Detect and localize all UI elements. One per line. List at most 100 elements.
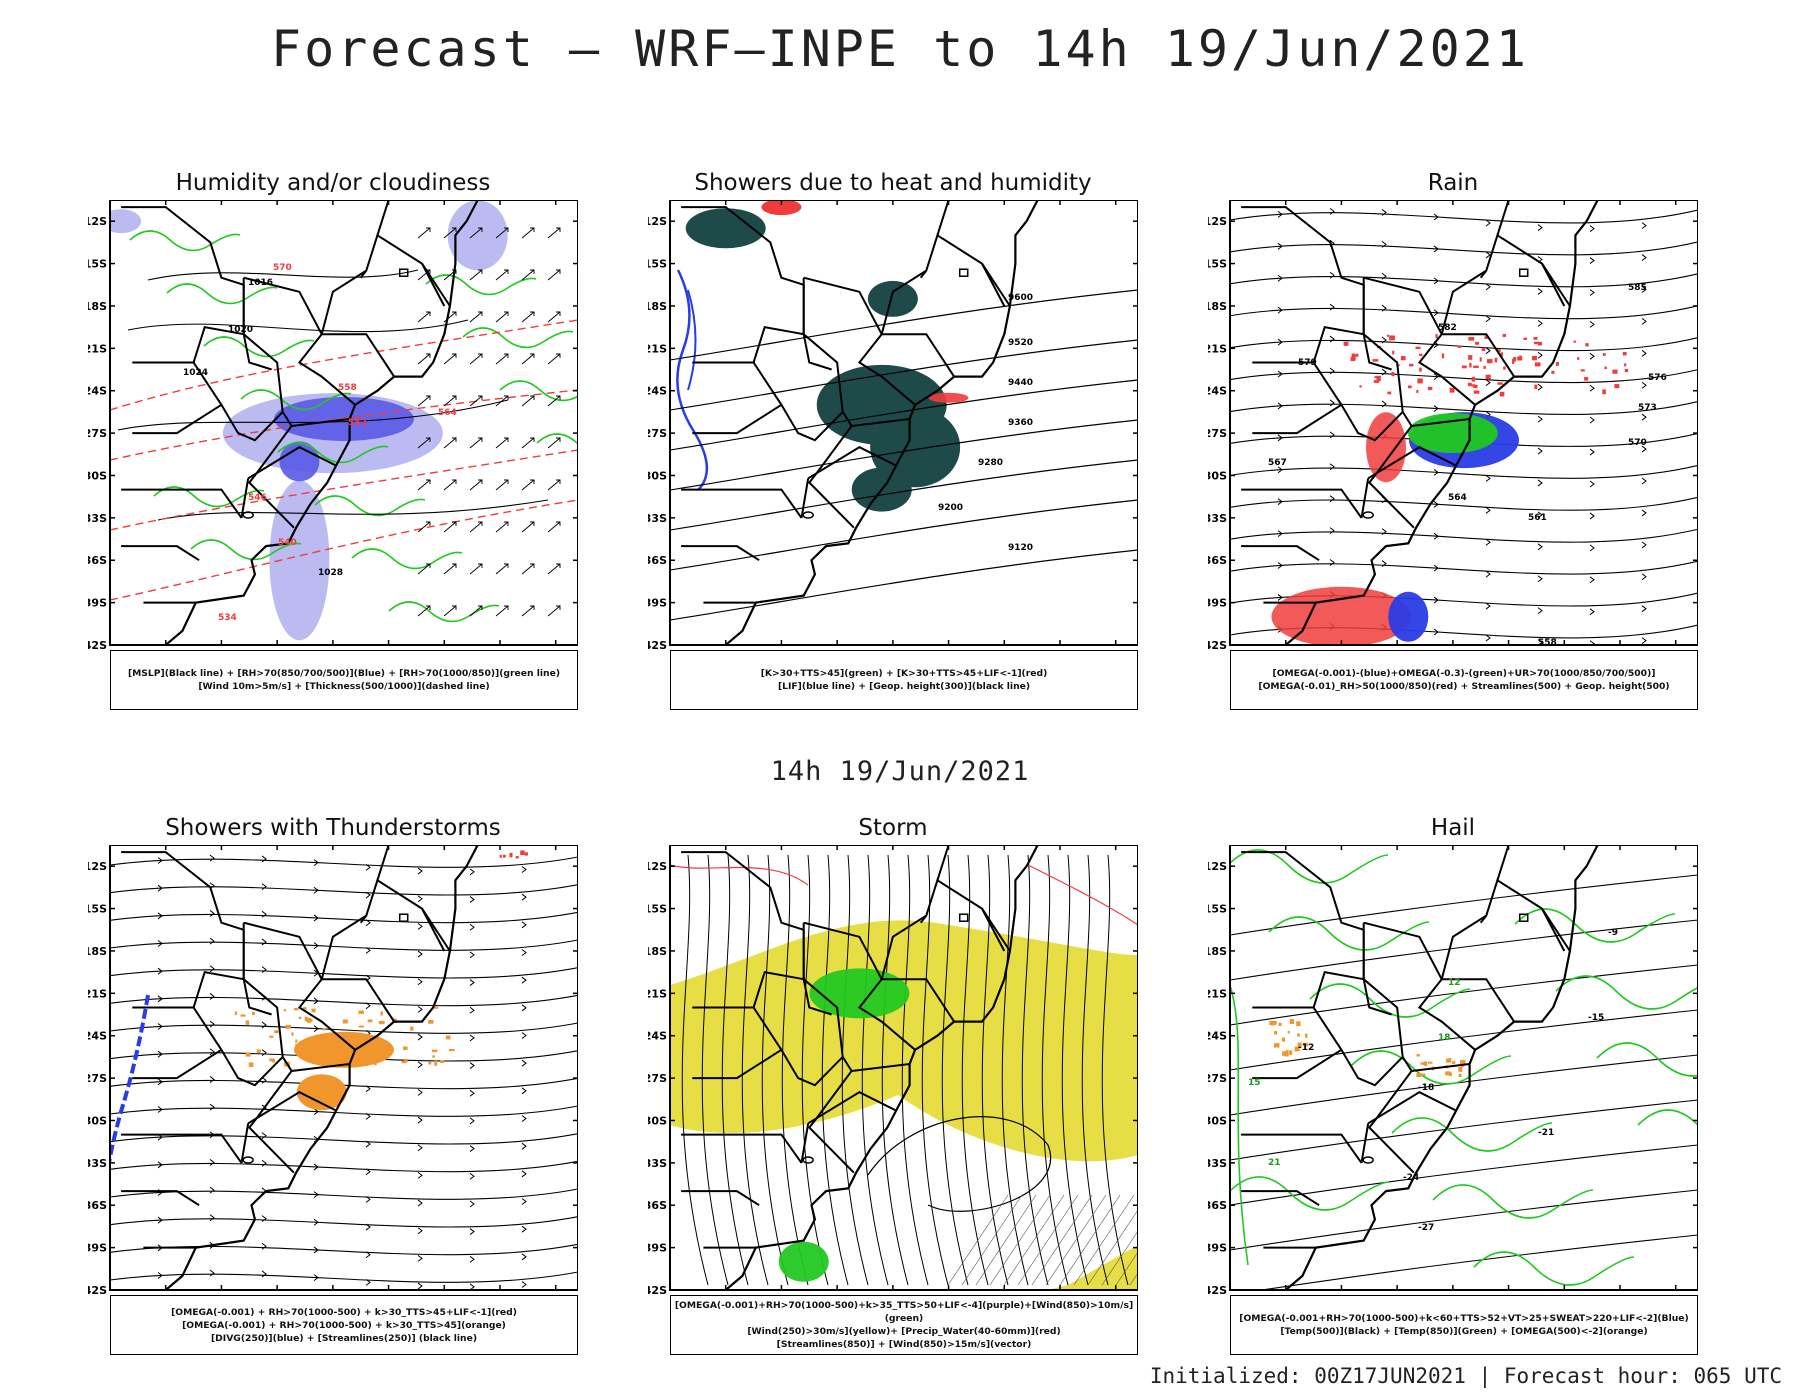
lat-label: 42S — [648, 639, 667, 650]
legend-line: [Temp(500)](Black) + [Temp(850)](Green) … — [1280, 1326, 1648, 1337]
stream-arrow — [1277, 434, 1283, 442]
lon-label: 60W — [1328, 1293, 1355, 1295]
border-line — [320, 233, 446, 335]
border-line — [857, 978, 955, 1051]
stream-arrow — [313, 942, 319, 950]
lon-label: 40W — [991, 648, 1018, 650]
border-line — [1417, 333, 1515, 406]
stream-arrow — [365, 1002, 371, 1010]
map-layer — [110, 845, 578, 1290]
stream-arrow — [1485, 570, 1491, 578]
lat-label: 27S — [1208, 427, 1227, 440]
thunderstorm-speck — [433, 1006, 439, 1009]
thunderstorm-speck — [358, 1025, 364, 1028]
border-line — [1417, 978, 1515, 1051]
stream-arrow — [1329, 367, 1335, 375]
stream-arrow — [1381, 304, 1387, 312]
stream-arrow — [209, 1214, 215, 1222]
contour-label: 9600 — [1008, 293, 1033, 303]
stream-arrow — [417, 1227, 423, 1235]
omega-rh-speck — [1513, 357, 1517, 362]
wind-vector — [521, 605, 535, 617]
map-frame — [669, 845, 1138, 1291]
contour-label: 546 — [248, 493, 267, 503]
lat-label: 12S — [88, 215, 107, 228]
stream-arrow — [469, 979, 475, 986]
stream-arrow — [1589, 225, 1595, 233]
wind-vector — [443, 563, 457, 575]
streamline — [867, 1116, 1052, 1212]
thunderstorm-speck — [273, 1030, 280, 1033]
lake — [242, 1156, 254, 1164]
legend-storm: [OMEGA(-0.001)+RH>70(1000-500)+k>35_TTS>… — [670, 1295, 1138, 1355]
lon-label: 60W — [208, 648, 235, 650]
lat-label: 42S — [1208, 639, 1227, 650]
border-line — [359, 269, 368, 279]
lake — [1362, 1156, 1374, 1164]
geop-height-line — [670, 289, 1138, 361]
lon-label: 35W — [1046, 1293, 1073, 1295]
border-line — [981, 908, 1011, 952]
contour-label: 552 — [348, 418, 367, 428]
thunderstorm-speck — [311, 1008, 316, 1013]
border-line — [807, 411, 855, 529]
lon-label: 70W — [656, 1293, 683, 1295]
omega-rh-speck — [1471, 384, 1476, 387]
stream-arrow — [469, 1255, 475, 1263]
thunderstorm-speck — [380, 1011, 383, 1016]
omega-speck — [1445, 1071, 1451, 1076]
wind-vector — [521, 521, 535, 533]
thunderstorm-speck — [342, 1019, 348, 1024]
wind-vector — [1031, 1194, 1093, 1286]
omega-speck — [1297, 1042, 1302, 1047]
border-line — [681, 488, 803, 519]
temp-850-line — [1391, 1117, 1553, 1152]
streamline — [1041, 854, 1069, 1286]
lake — [802, 1156, 814, 1164]
lon-label: 30W — [1102, 1293, 1129, 1295]
omega-rh-speck — [1534, 384, 1538, 390]
stream-arrow — [1433, 373, 1439, 381]
thunderstorm-speck — [345, 1046, 352, 1051]
thunderstorm-speck — [283, 1009, 286, 1012]
wind-vector — [495, 227, 509, 239]
stream-arrow — [521, 866, 527, 873]
map-layer: 585 582 579 576 573 570 567 564 561 558 — [1230, 200, 1698, 645]
stream-arrow — [469, 951, 475, 959]
lon-label: 60W — [768, 1293, 795, 1295]
lat-label: 21S — [1208, 987, 1227, 1000]
border-line — [291, 1063, 350, 1072]
thunderstorm-speck — [448, 1048, 455, 1052]
border-line — [1367, 411, 1415, 529]
lat-label: 27S — [88, 1072, 107, 1085]
stream-arrow — [209, 937, 215, 945]
map-frame — [1229, 200, 1698, 646]
border-line — [981, 263, 1011, 307]
panel-title: Storm — [858, 815, 928, 841]
streamline — [861, 854, 889, 1286]
thunderstorm-speck — [428, 1019, 434, 1024]
contour-label: 540 — [278, 538, 297, 548]
wind-vector — [547, 395, 561, 407]
stream-arrow — [261, 1215, 267, 1223]
stream-arrow — [313, 997, 319, 1005]
wind-vector — [1101, 1230, 1138, 1286]
lat-label: 36S — [648, 1199, 667, 1212]
omega-speck — [1289, 1050, 1293, 1055]
wind-vector — [1017, 1194, 1079, 1286]
thunderstorm-speck — [363, 1062, 370, 1065]
divergence-line — [110, 994, 150, 1169]
map-storm: 12S 15S 18S 21S 24S 27S 30S 33S 36S 39S 42S70W 65W 6… — [648, 845, 1138, 1295]
border-line — [1360, 1123, 1370, 1164]
wind-vector — [495, 269, 509, 281]
coastline — [1284, 845, 1600, 1290]
lat-label: 18S — [1208, 945, 1227, 958]
thunderstorm-speck — [298, 1016, 302, 1020]
lat-label: 30S — [88, 1114, 107, 1127]
stream-arrow — [521, 1032, 527, 1039]
storm-speck — [515, 856, 519, 859]
stream-arrow — [1381, 240, 1387, 248]
border-line — [1440, 878, 1566, 980]
stream-arrow — [1277, 370, 1283, 378]
stream-arrow — [261, 1132, 267, 1140]
